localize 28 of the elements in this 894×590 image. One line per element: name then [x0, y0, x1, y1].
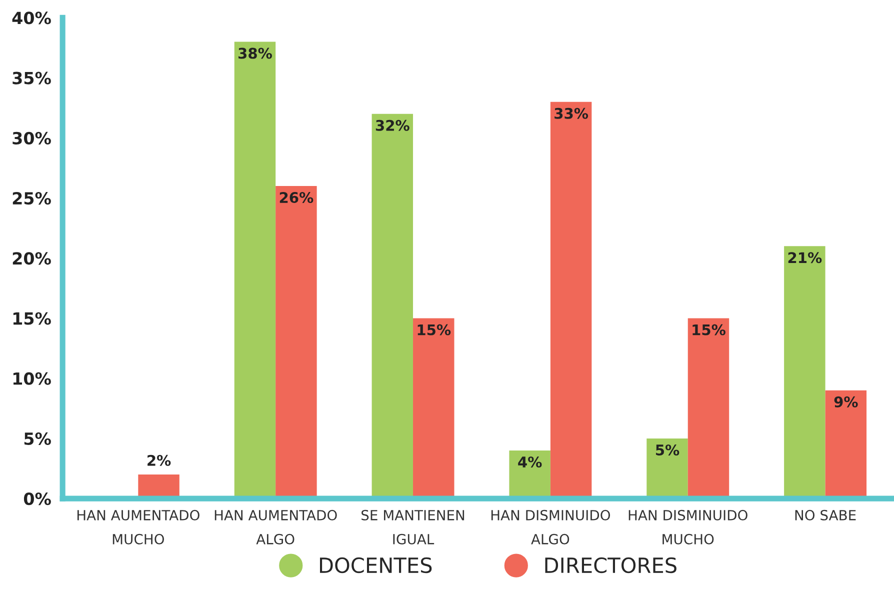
data-label: 26%	[280, 192, 314, 204]
y-tick-label: 20%	[12, 252, 51, 265]
data-label: 15%	[418, 324, 451, 336]
y-tick-label: 0%	[24, 492, 51, 506]
data-label: 15%	[692, 324, 726, 336]
legend-label: DIRECTORES	[545, 557, 676, 574]
y-tick-label: 35%	[12, 72, 51, 84]
x-tick-label: HAN AUMENTADO ALGO	[214, 510, 337, 544]
data-label: 2%	[148, 454, 171, 466]
data-label: 38%	[238, 48, 272, 59]
legend-label: DOCENTES	[320, 557, 432, 574]
x-tick-label: NO SABE	[795, 510, 856, 520]
y-tick-label: 25%	[12, 192, 51, 205]
x-tick-label: HAN DISMINUIDO MUCHO	[628, 510, 748, 544]
data-label: 21%	[788, 252, 822, 264]
data-label: 5%	[656, 444, 680, 456]
y-tick-label: 15%	[13, 312, 51, 325]
x-tick-label: SE MANTIENEN IGUAL	[362, 510, 464, 544]
y-tick-label: 40%	[12, 12, 51, 24]
data-label: 32%	[376, 120, 410, 131]
data-label: 9%	[834, 396, 858, 408]
data-label: 4%	[518, 456, 542, 468]
data-label: 33%	[554, 108, 588, 119]
y-tick-label: 10%	[13, 372, 51, 385]
x-tick-label: HAN AUMENTADO MUCHO	[77, 510, 200, 544]
y-tick-label: 5%	[24, 432, 51, 446]
y-tick-label: 30%	[12, 132, 51, 144]
x-tick-label: HAN DISMINUIDO ALGO	[491, 510, 610, 544]
